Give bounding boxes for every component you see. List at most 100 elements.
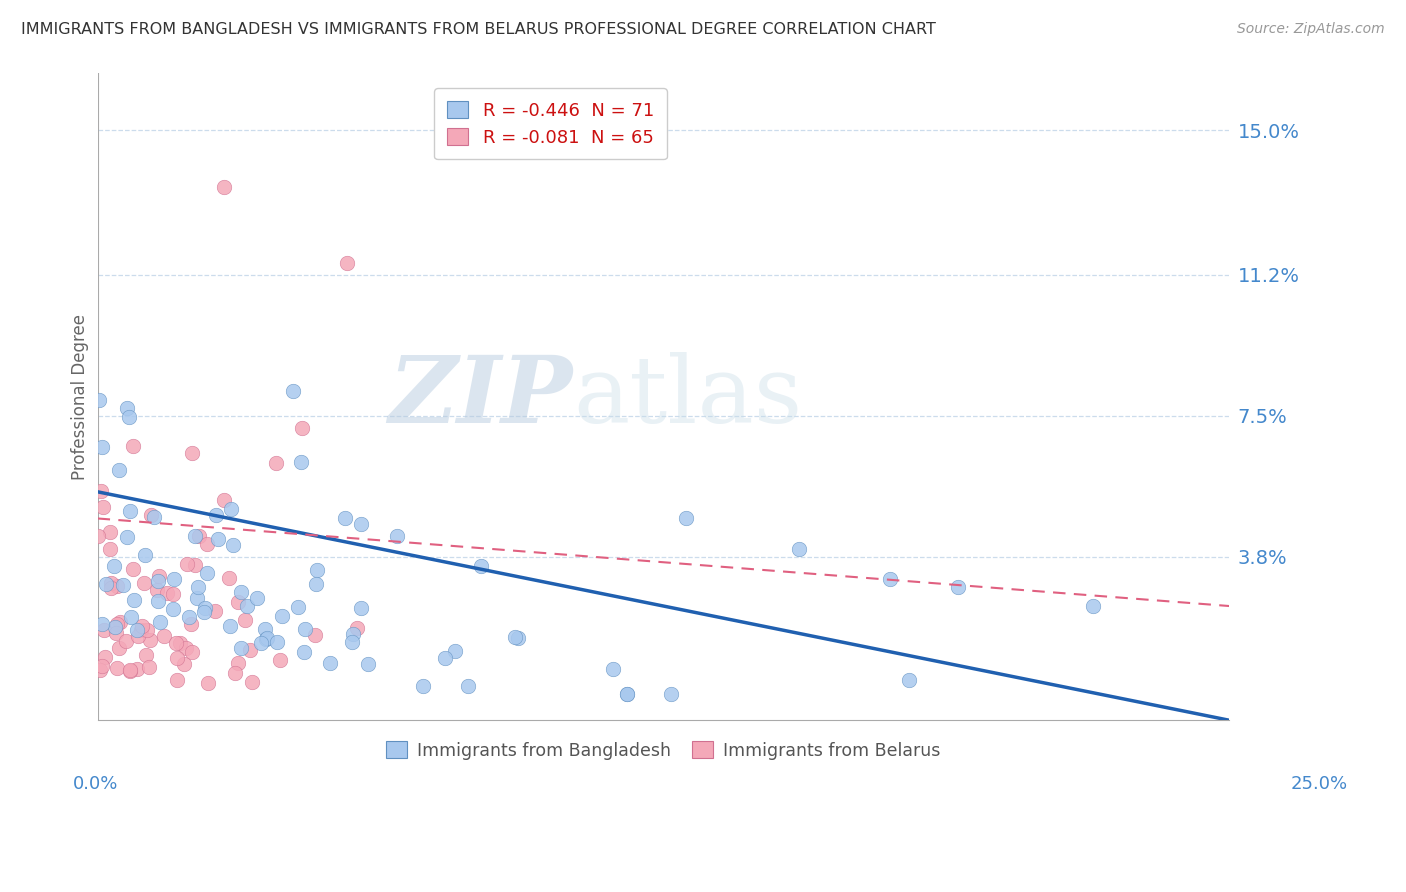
Point xyxy=(176,557,198,571)
Point xyxy=(108,615,131,630)
Point xyxy=(114,634,136,648)
Point xyxy=(457,679,479,693)
Point xyxy=(946,580,969,594)
Point xyxy=(239,643,262,657)
Point xyxy=(503,630,526,644)
Y-axis label: Professional Degree: Professional Degree xyxy=(72,314,89,480)
Point xyxy=(349,601,371,615)
Point xyxy=(120,609,142,624)
Point xyxy=(87,393,110,408)
Point xyxy=(146,574,169,589)
Point xyxy=(90,483,112,498)
Text: IMMIGRANTS FROM BANGLADESH VS IMMIGRANTS FROM BELARUS PROFESSIONAL DEGREE CORREL: IMMIGRANTS FROM BANGLADESH VS IMMIGRANTS… xyxy=(21,22,936,37)
Point xyxy=(616,687,638,701)
Point xyxy=(207,532,229,546)
Point xyxy=(165,636,187,650)
Point xyxy=(149,615,172,630)
Point xyxy=(218,571,240,585)
Point xyxy=(134,548,156,562)
Point xyxy=(169,635,191,649)
Point xyxy=(231,641,253,656)
Point xyxy=(162,602,184,616)
Point xyxy=(264,456,287,470)
Point xyxy=(163,572,186,586)
Point xyxy=(256,631,278,645)
Point xyxy=(174,640,197,655)
Point xyxy=(249,636,271,650)
Point xyxy=(118,664,141,678)
Point xyxy=(235,599,257,614)
Point xyxy=(131,618,153,632)
Point xyxy=(221,538,243,552)
Point xyxy=(187,529,209,543)
Point xyxy=(195,537,218,551)
Point xyxy=(602,662,624,676)
Point xyxy=(342,626,364,640)
Point xyxy=(103,558,125,573)
Text: ZIP: ZIP xyxy=(388,351,572,442)
Point xyxy=(90,617,112,632)
Point xyxy=(181,645,204,659)
Point xyxy=(287,599,309,614)
Point xyxy=(122,593,145,607)
Point xyxy=(616,687,638,701)
Point xyxy=(118,503,141,517)
Point xyxy=(675,511,697,525)
Point xyxy=(105,661,128,675)
Point xyxy=(146,582,169,597)
Point xyxy=(385,529,408,543)
Point xyxy=(94,577,117,591)
Point xyxy=(117,410,139,425)
Point xyxy=(89,663,111,677)
Point xyxy=(292,644,315,658)
Point xyxy=(219,619,242,633)
Point xyxy=(204,604,226,618)
Point xyxy=(291,421,314,435)
Point xyxy=(184,529,207,543)
Point xyxy=(125,623,148,637)
Point xyxy=(94,650,117,665)
Point xyxy=(304,628,326,642)
Point xyxy=(787,541,810,556)
Point xyxy=(146,594,169,608)
Point xyxy=(112,578,135,592)
Point xyxy=(197,566,219,580)
Point xyxy=(115,530,138,544)
Point xyxy=(246,591,269,605)
Point xyxy=(659,687,682,701)
Point xyxy=(179,609,201,624)
Point xyxy=(294,622,316,636)
Point xyxy=(139,633,162,648)
Point xyxy=(470,558,492,573)
Point xyxy=(122,439,145,453)
Point xyxy=(879,573,901,587)
Point xyxy=(173,657,195,671)
Point xyxy=(240,675,263,690)
Point xyxy=(1083,599,1105,613)
Point xyxy=(104,620,127,634)
Point xyxy=(197,676,219,690)
Point xyxy=(125,662,148,676)
Point xyxy=(357,657,380,671)
Point xyxy=(153,629,176,643)
Point xyxy=(194,600,217,615)
Point xyxy=(162,586,184,600)
Point xyxy=(100,575,122,590)
Point xyxy=(135,648,157,662)
Point xyxy=(342,635,364,649)
Text: Source: ZipAtlas.com: Source: ZipAtlas.com xyxy=(1237,22,1385,37)
Point xyxy=(100,582,122,596)
Point xyxy=(506,632,529,646)
Point xyxy=(219,502,242,516)
Point xyxy=(117,401,139,415)
Text: 0.0%: 0.0% xyxy=(73,775,118,793)
Point xyxy=(266,634,288,648)
Point xyxy=(214,180,236,194)
Point xyxy=(136,624,159,638)
Point xyxy=(107,641,129,656)
Point xyxy=(120,663,142,677)
Point xyxy=(181,446,204,460)
Point xyxy=(127,629,149,643)
Point xyxy=(224,665,246,680)
Point xyxy=(86,529,108,543)
